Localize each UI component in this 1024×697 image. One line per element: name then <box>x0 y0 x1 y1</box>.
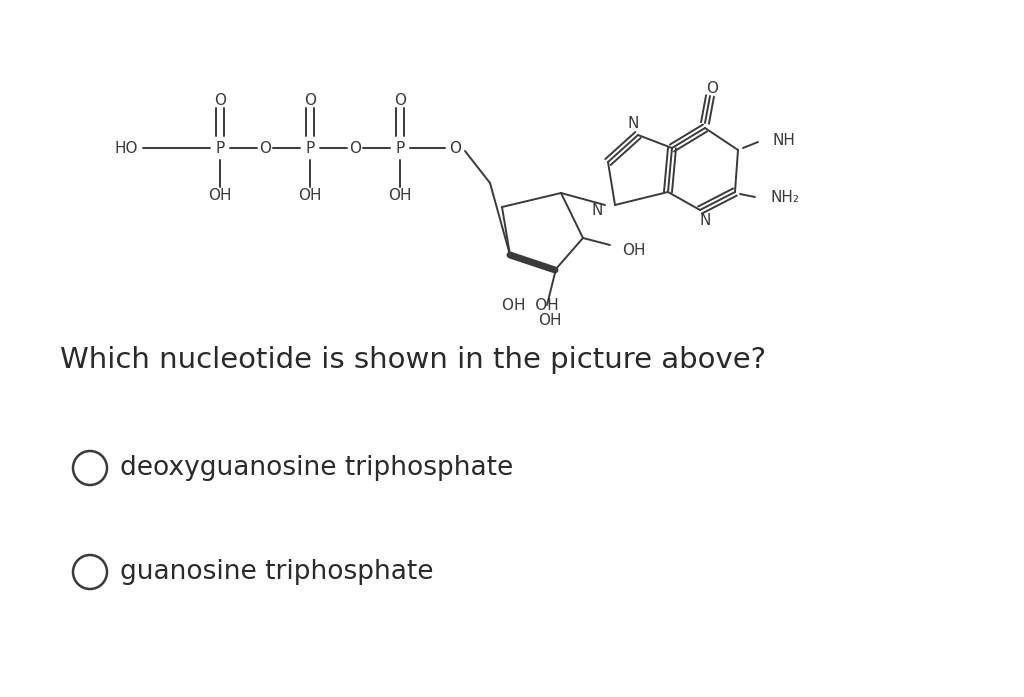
Text: NH: NH <box>773 132 796 148</box>
Text: OH: OH <box>388 187 412 203</box>
Text: O: O <box>259 141 271 155</box>
Text: OH: OH <box>622 243 645 257</box>
Text: N: N <box>592 203 603 217</box>
Text: P: P <box>305 141 314 155</box>
Text: N: N <box>628 116 639 130</box>
Text: HO: HO <box>115 141 138 155</box>
Text: O: O <box>304 93 316 107</box>
Text: OH: OH <box>208 187 231 203</box>
Text: P: P <box>215 141 224 155</box>
Text: OH: OH <box>539 312 562 328</box>
Text: Which nucleotide is shown in the picture above?: Which nucleotide is shown in the picture… <box>60 346 766 374</box>
Text: OH: OH <box>298 187 322 203</box>
Text: O: O <box>349 141 361 155</box>
Text: O: O <box>394 93 406 107</box>
Text: guanosine triphosphate: guanosine triphosphate <box>120 559 433 585</box>
Text: O: O <box>449 141 461 155</box>
Text: O: O <box>214 93 226 107</box>
Text: O: O <box>706 80 718 95</box>
Text: OH  OH: OH OH <box>502 298 558 312</box>
Text: N: N <box>699 213 711 227</box>
Text: deoxyguanosine triphosphate: deoxyguanosine triphosphate <box>120 455 513 481</box>
Text: P: P <box>395 141 404 155</box>
Text: NH₂: NH₂ <box>770 190 799 204</box>
